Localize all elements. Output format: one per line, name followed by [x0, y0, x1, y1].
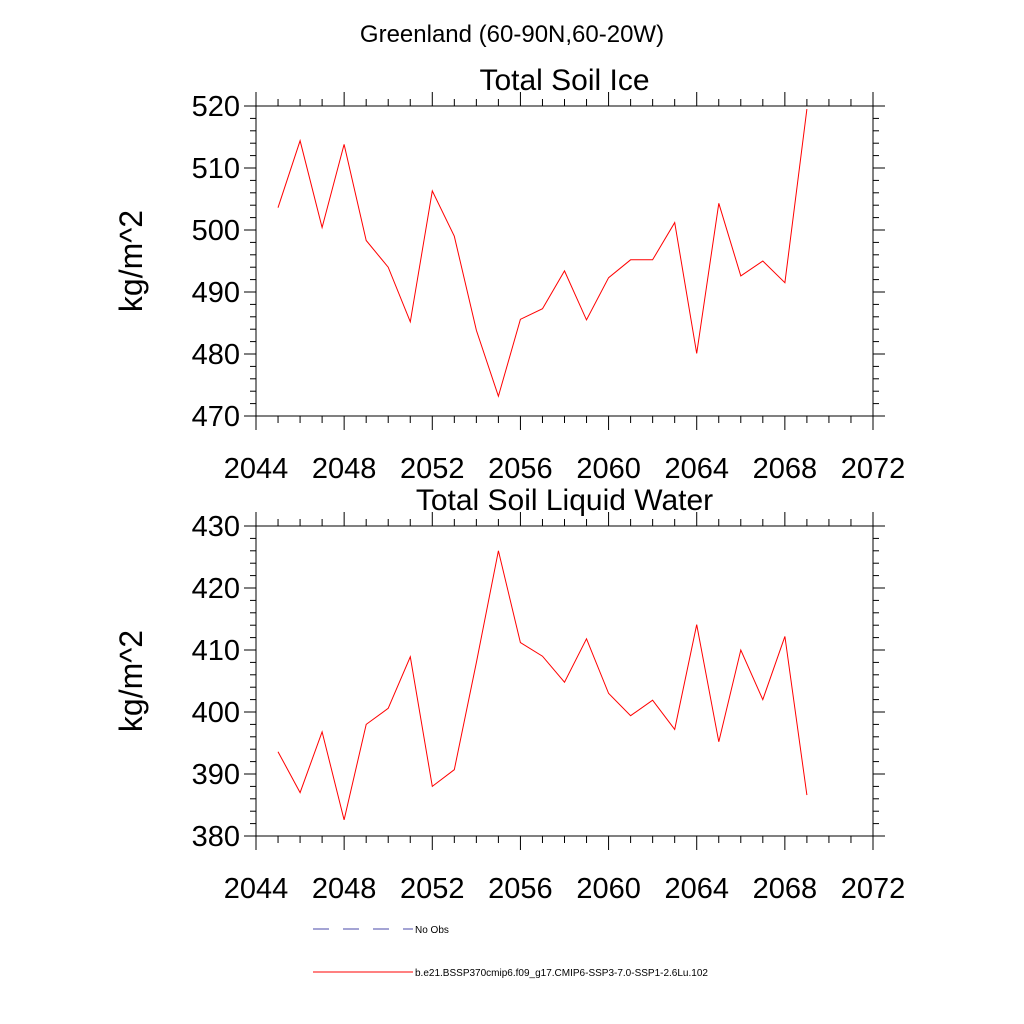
data-point — [277, 751, 278, 752]
y-tick-label: 400 — [192, 697, 240, 729]
x-tick-label: 2072 — [841, 453, 906, 485]
x-tick-label: 2056 — [488, 873, 553, 905]
data-point — [277, 207, 278, 208]
data-point — [762, 260, 763, 261]
data-point — [432, 786, 433, 787]
y-tick-label: 410 — [192, 635, 240, 667]
x-tick-label: 2064 — [664, 453, 729, 485]
series-line — [277, 550, 808, 821]
series-line — [277, 109, 808, 398]
x-tick-label: 2060 — [576, 453, 641, 485]
y-tick-label: 510 — [192, 153, 240, 185]
data-point — [520, 642, 521, 643]
legend-label: No Obs — [415, 925, 449, 936]
data-point — [388, 708, 389, 709]
chart-panel: Total Soil Ice kg/m^2 470 480 490 500 510 520 20… — [113, 64, 905, 485]
data-point — [718, 741, 719, 742]
data-point — [608, 277, 609, 278]
data-point — [454, 236, 455, 237]
data-point — [652, 700, 653, 701]
data-point — [476, 330, 477, 331]
data-point — [586, 319, 587, 320]
y-axis-label: kg/m^2 — [113, 630, 149, 732]
data-point — [322, 227, 323, 228]
legend: No Obs b.e21.BSSP370cmip6.f09_g17.CMIP6-S… — [313, 925, 708, 979]
y-tick-label: 520 — [192, 91, 240, 123]
x-tick-label: 2044 — [224, 453, 289, 485]
y-tick-label: 480 — [192, 339, 240, 371]
data-point — [498, 396, 499, 397]
x-tick-label: 2064 — [664, 873, 729, 905]
data-point — [476, 662, 477, 663]
data-point — [630, 259, 631, 260]
data-point — [454, 769, 455, 770]
data-point — [630, 715, 631, 716]
data-point — [498, 550, 499, 551]
y-tick-label: 470 — [192, 401, 240, 433]
x-tick-label: 2068 — [753, 453, 818, 485]
data-point — [299, 792, 300, 793]
x-tick-label: 2048 — [312, 873, 377, 905]
chart-panel: Total Soil Liquid Water kg/m^2 380 390 400 41… — [113, 484, 905, 905]
data-point — [564, 682, 565, 683]
x-tick-label: 2052 — [400, 453, 465, 485]
x-tick-label: 2072 — [841, 873, 906, 905]
data-point — [696, 624, 697, 625]
legend-label: b.e21.BSSP370cmip6.f09_g17.CMIP6-SSP3-7.… — [415, 968, 708, 979]
data-point — [344, 144, 345, 145]
data-point — [608, 693, 609, 694]
x-tick-label: 2068 — [753, 873, 818, 905]
data-point — [718, 203, 719, 204]
data-point — [784, 282, 785, 283]
data-point — [520, 319, 521, 320]
plot-frame — [255, 525, 874, 837]
data-point — [674, 222, 675, 223]
data-point — [388, 267, 389, 268]
y-tick-label: 380 — [192, 821, 240, 853]
data-point — [740, 649, 741, 650]
chart-panels: Total Soil Ice kg/m^2 470 480 490 500 510 520 20… — [113, 64, 905, 905]
y-tick-label: 420 — [192, 573, 240, 605]
data-point — [762, 699, 763, 700]
x-tick-label: 2052 — [400, 873, 465, 905]
data-point — [344, 819, 345, 820]
x-tick-label: 2056 — [488, 453, 553, 485]
data-point — [322, 731, 323, 732]
x-tick-label: 2044 — [224, 873, 289, 905]
data-point — [696, 353, 697, 354]
chart-title: Total Soil Liquid Water — [416, 484, 713, 517]
y-tick-label: 500 — [192, 215, 240, 247]
data-point — [740, 275, 741, 276]
data-point — [652, 259, 653, 260]
y-axis-label: kg/m^2 — [113, 210, 149, 312]
figure-suptitle: Greenland (60-90N,60-20W) — [360, 21, 664, 48]
data-point — [806, 109, 807, 110]
data-point — [299, 140, 300, 141]
data-point — [564, 270, 565, 271]
data-point — [366, 724, 367, 725]
data-point — [366, 240, 367, 241]
data-point — [806, 794, 807, 795]
data-point — [784, 636, 785, 637]
y-tick-label: 430 — [192, 511, 240, 543]
data-point — [542, 656, 543, 657]
data-point — [542, 308, 543, 309]
data-point — [586, 638, 587, 639]
data-point — [410, 321, 411, 322]
data-point — [674, 729, 675, 730]
data-point — [432, 190, 433, 191]
y-tick-label: 390 — [192, 759, 240, 791]
y-tick-label: 490 — [192, 277, 240, 309]
data-point — [410, 656, 411, 657]
chart-title: Total Soil Ice — [479, 64, 649, 97]
plot-frame — [255, 105, 874, 417]
x-tick-label: 2060 — [576, 873, 641, 905]
x-tick-label: 2048 — [312, 453, 377, 485]
